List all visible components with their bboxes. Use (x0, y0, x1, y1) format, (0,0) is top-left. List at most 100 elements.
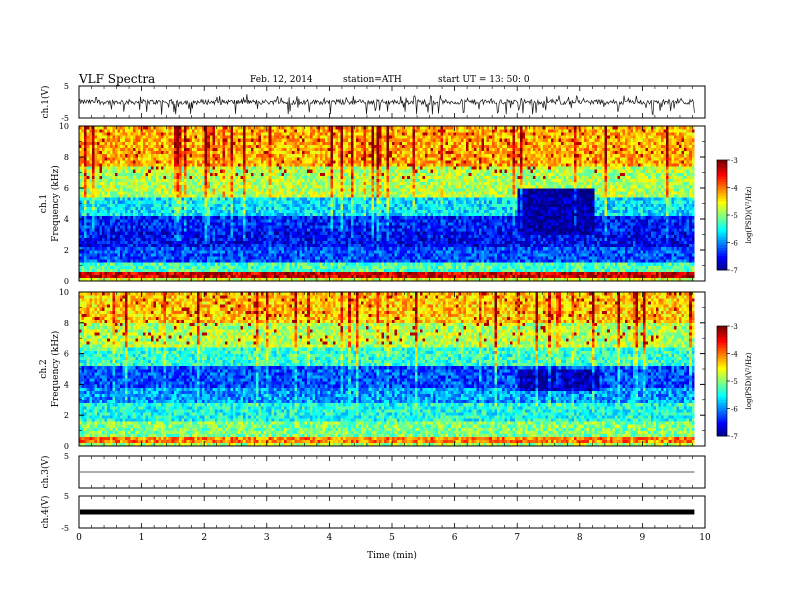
spectrogram-cell (258, 142, 261, 145)
spectrogram-cell (279, 129, 282, 132)
spectrogram-cell (115, 259, 118, 262)
spectrogram-cell (246, 262, 249, 265)
spectrogram-cell (315, 176, 318, 179)
spectrogram-cell (110, 244, 113, 247)
spectrogram-cell (156, 179, 159, 182)
spectrogram-cell (223, 241, 226, 244)
spectrogram-cell (171, 126, 174, 129)
spectrogram-cell (164, 135, 167, 138)
spectrogram-cell (169, 244, 172, 247)
spectrogram-cell (189, 173, 192, 176)
spectrogram-cell (258, 166, 261, 169)
spectrogram-cell (87, 241, 90, 244)
spectrogram-cell (297, 185, 300, 188)
spectrogram-cell (92, 197, 95, 200)
spectrogram-cell (241, 132, 244, 135)
spectrogram-cell (143, 262, 146, 265)
spectrogram-cell (200, 138, 203, 141)
spectrogram-cell (123, 244, 126, 247)
spectrogram-cell (302, 204, 305, 207)
spectrogram-cell (112, 151, 115, 154)
spectrogram-cell (297, 266, 300, 269)
spectrogram-cell (248, 129, 251, 132)
spectrogram-cell (223, 275, 226, 278)
spectrogram-cell (217, 238, 220, 241)
spectrogram-cell (312, 275, 315, 278)
spectrogram-cell (246, 259, 249, 262)
spectrogram-cell (230, 272, 233, 275)
spectrogram-cell (274, 250, 277, 253)
spectrogram-cell (182, 235, 185, 238)
spectrogram-cell (184, 148, 187, 151)
spectrogram-cell (276, 250, 279, 253)
spectrogram-cell (128, 188, 131, 191)
spectrogram-cell (184, 200, 187, 203)
spectrogram-cell (287, 191, 290, 194)
spectrogram-cell (133, 191, 136, 194)
spectrogram-cell (217, 222, 220, 225)
spectrogram-cell (248, 247, 251, 250)
spectrogram-cell (210, 241, 213, 244)
spectrogram-cell (120, 169, 123, 172)
spectrogram-cell (125, 219, 128, 222)
spectrogram-cell (212, 204, 215, 207)
spectrogram-cell (120, 132, 123, 135)
spectrogram-cell (235, 200, 238, 203)
spectrogram-cell (110, 207, 113, 210)
spectrogram-cell (307, 188, 310, 191)
spectrogram-cell (320, 272, 323, 275)
spectrogram-cell (276, 256, 279, 259)
spectrogram-cell (300, 259, 303, 262)
spectrogram-cell (276, 231, 279, 234)
spectrogram-cell (287, 241, 290, 244)
spectrogram-cell (110, 225, 113, 228)
spectrogram-cell (82, 269, 85, 272)
spectrogram-cell (87, 163, 90, 166)
spectrogram-cell (194, 191, 197, 194)
spectrogram-cell (220, 259, 223, 262)
spectrogram-cell (97, 160, 100, 163)
spectrogram-cell (317, 256, 320, 259)
spectrogram-cell (217, 269, 220, 272)
spectrogram-cell (133, 272, 136, 275)
spectrogram-cell (200, 244, 203, 247)
spectrogram-cell (176, 207, 179, 210)
spectrogram-cell (220, 213, 223, 216)
spectrogram-cell (230, 241, 233, 244)
spectrogram-cell (271, 207, 274, 210)
spectrogram-cell (182, 154, 185, 157)
spectrogram-cell (215, 138, 218, 141)
spectrogram-cell (225, 228, 228, 231)
spectrogram-cell (212, 200, 215, 203)
spectrogram-cell (248, 135, 251, 138)
spectrogram-cell (251, 231, 254, 234)
spectrogram-cell (289, 219, 292, 222)
spectrogram-cell (135, 253, 138, 256)
spectrogram-cell (166, 145, 169, 148)
spectrogram-cell (287, 204, 290, 207)
spectrogram-cell (166, 204, 169, 207)
spectrogram-cell (292, 235, 295, 238)
spectrogram-cell (251, 222, 254, 225)
spectrogram-cell (253, 197, 256, 200)
spectrogram-cell (174, 191, 177, 194)
spectrogram-cell (274, 207, 277, 210)
spectrogram-cell (120, 272, 123, 275)
spectrogram-cell (210, 145, 213, 148)
spectrogram-cell (207, 253, 210, 256)
spectrogram-cell (194, 200, 197, 203)
spectrogram-cell (100, 269, 103, 272)
spectrogram-cell (212, 256, 215, 259)
spectrogram-cell (302, 129, 305, 132)
spectrogram-cell (105, 266, 108, 269)
spectrogram-cell (153, 253, 156, 256)
spectrogram-cell (212, 169, 215, 172)
spectrogram-cell (235, 266, 238, 269)
spectrogram-cell (200, 194, 203, 197)
spectrogram-cell (115, 148, 118, 151)
spectrogram-cell (182, 269, 185, 272)
spectrogram-cell (317, 176, 320, 179)
spectrogram-cell (179, 157, 182, 160)
spectrogram-cell (123, 145, 126, 148)
spectrogram-cell (161, 200, 164, 203)
